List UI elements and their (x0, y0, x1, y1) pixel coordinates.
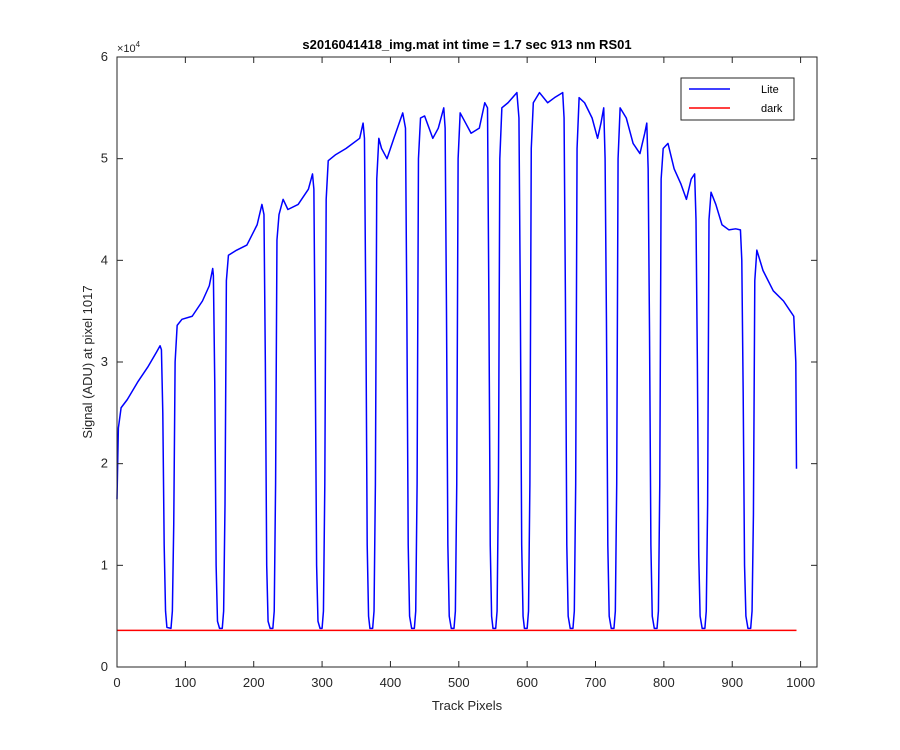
x-tick-label: 0 (113, 675, 120, 690)
x-axis-label: Track Pixels (432, 698, 503, 713)
x-tick-label: 800 (653, 675, 675, 690)
x-tick-label: 100 (175, 675, 197, 690)
y-axis-multiplier: ×104 (117, 40, 141, 55)
y-tick-label: 3 (101, 354, 108, 369)
x-tick-label: 200 (243, 675, 265, 690)
y-multiplier-base: ×10 (117, 43, 136, 55)
plot-area-frame (116, 56, 818, 668)
x-tick-label: 600 (516, 675, 538, 690)
x-tick-label: 900 (721, 675, 743, 690)
legend-label-lite: Lite (761, 84, 779, 96)
x-tick-label: 1000 (786, 675, 815, 690)
legend: Lite dark (680, 77, 795, 121)
legend-label-dark: dark (761, 103, 783, 115)
y-tick-label: 0 (101, 659, 108, 674)
y-axis-label: Signal (ADU) at pixel 1017 (80, 285, 95, 438)
x-tick-label: 700 (585, 675, 607, 690)
x-tick-label: 300 (311, 675, 333, 690)
y-multiplier-exponent: 4 (136, 40, 141, 49)
y-tick-label: 1 (101, 557, 108, 572)
legend-box (680, 77, 795, 121)
series-line-lite (116, 91, 798, 630)
y-tick-label: 4 (101, 252, 108, 267)
y-tick-label: 5 (101, 151, 108, 166)
y-tick-label: 6 (101, 49, 108, 64)
y-tick-label: 2 (101, 456, 108, 471)
x-tick-label: 500 (448, 675, 470, 690)
x-tick-label: 400 (380, 675, 402, 690)
chart-title: s2016041418_img.mat int time = 1.7 sec 9… (302, 37, 631, 52)
